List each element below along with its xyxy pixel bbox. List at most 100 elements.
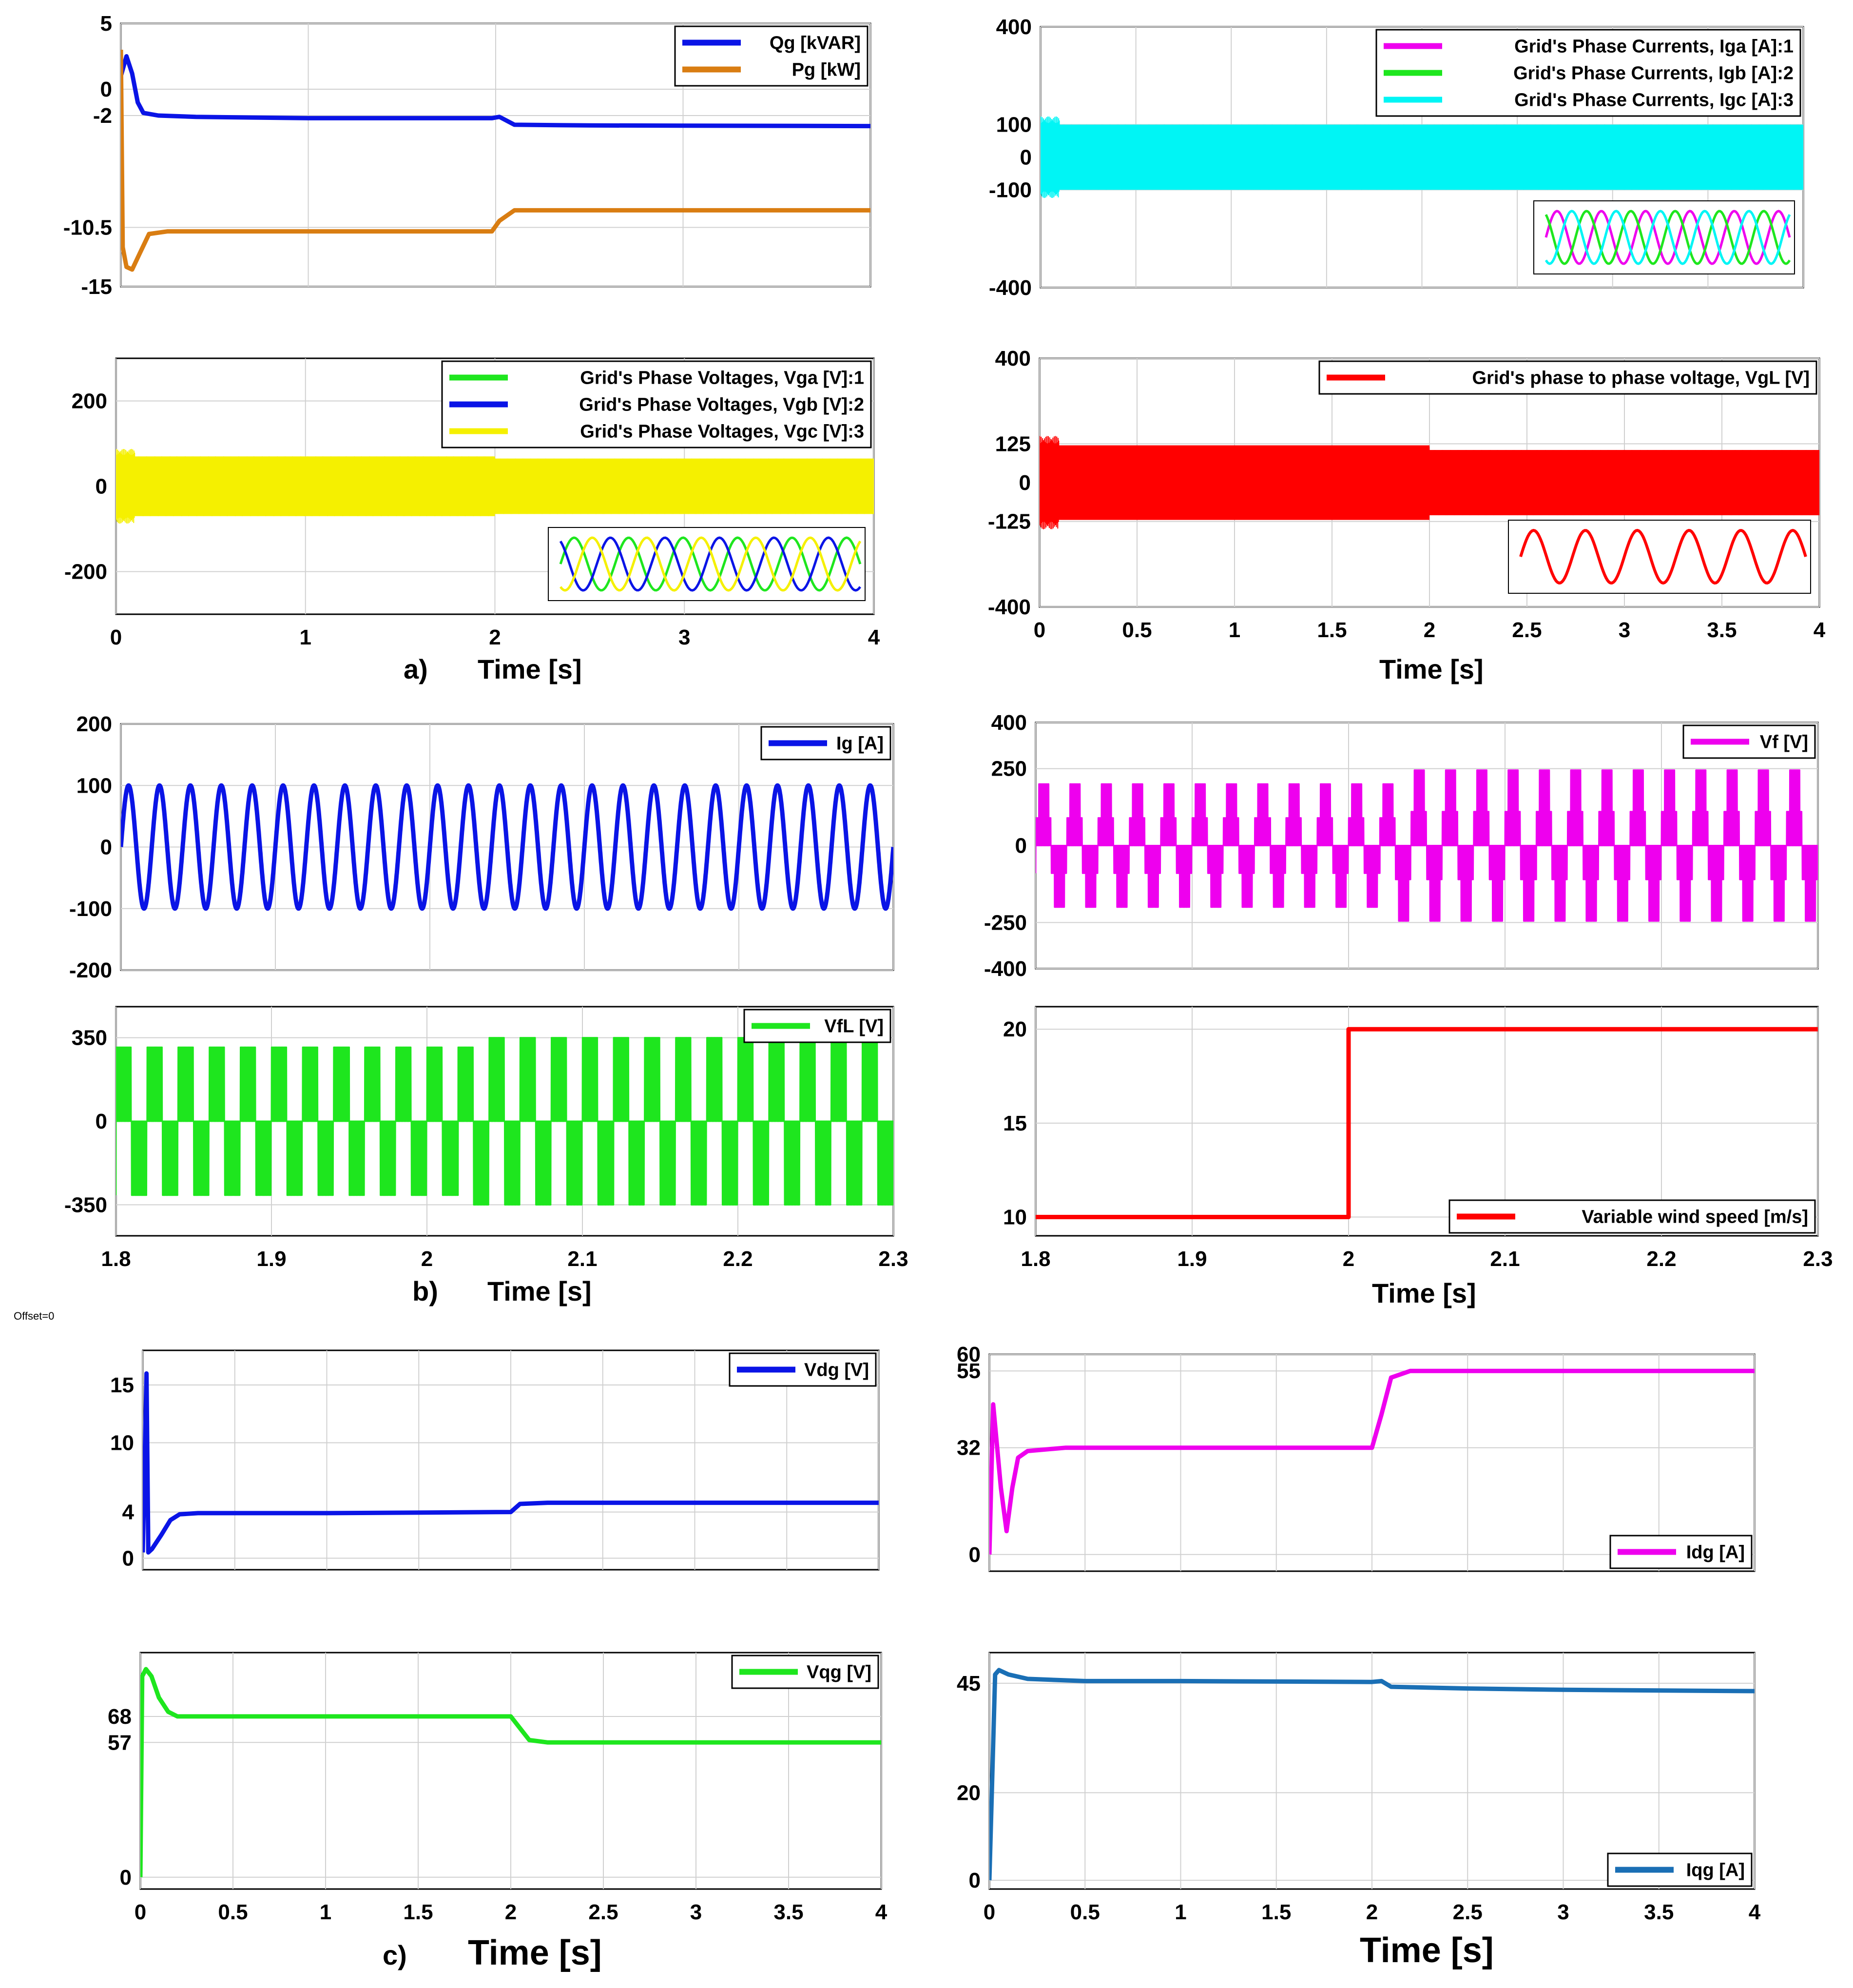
xtick-label: 0 <box>984 1900 995 1924</box>
plot-area <box>121 783 893 911</box>
chart-b_wind: 20 15 10 1.8 1.9 2 2.1 2.2 2.3 Variable wind spee… <box>1003 1006 1833 1271</box>
ytick-label: 0 <box>1015 834 1027 858</box>
ytick-label: -2 <box>93 104 112 128</box>
ytick-label: 57 <box>108 1731 132 1754</box>
series-line-b_ig <box>121 783 893 911</box>
series-line-a_power-0 <box>121 54 870 129</box>
series-line-c_idg-0 <box>989 1368 1755 1555</box>
ytick-label: 0 <box>1020 146 1032 170</box>
xtick-label: 1 <box>320 1900 331 1924</box>
legend-label: Pg [kW] <box>792 60 861 80</box>
offset-note: Offset=0 <box>14 1310 54 1322</box>
legend-label: Grid's Phase Currents, Iga [A]:1 <box>1514 37 1794 57</box>
ytick-label: -15 <box>81 275 112 299</box>
plot-area <box>989 1368 1755 1555</box>
xtick-label: 4 <box>1814 618 1826 642</box>
plot-area <box>1040 436 1819 529</box>
ytick-label: 5 <box>100 12 112 36</box>
xtick-label: 3 <box>1619 618 1630 642</box>
xlabel-b-left: Time [s] <box>487 1276 592 1306</box>
legend-label: Iqg [A] <box>1686 1860 1745 1881</box>
legend-box <box>1375 29 1801 117</box>
xtick-label: 1 <box>300 625 311 649</box>
xtick-label: 1 <box>1229 618 1240 642</box>
chart-a_voltages: 200 0 -200 0 1 2 3 4 Grid's Phase Voltages, Vga … <box>64 357 880 649</box>
section-label-b: b) <box>412 1276 438 1306</box>
xtick-label: 2.5 <box>588 1900 618 1924</box>
ytick-label: 0 <box>969 1869 981 1892</box>
ytick-label: 20 <box>957 1781 981 1805</box>
ytick-label: 400 <box>995 347 1031 370</box>
plot-area <box>116 448 874 524</box>
series-line-b_vf <box>1036 769 1818 922</box>
xtick-label: 4 <box>1749 1900 1761 1924</box>
ytick-label: 10 <box>1003 1205 1027 1229</box>
ytick-label: 4 <box>122 1501 135 1524</box>
xtick-label: 4 <box>875 1900 888 1924</box>
ytick-label: 15 <box>110 1373 134 1397</box>
xtick-label: 2 <box>1366 1900 1378 1924</box>
ytick-label: -250 <box>984 911 1027 935</box>
ytick-label: 32 <box>957 1436 981 1460</box>
inset-wave-a_voltages-2 <box>560 536 862 592</box>
xtick-label: 3.5 <box>773 1900 803 1924</box>
ytick-label: 20 <box>1003 1017 1027 1041</box>
ytick-label: 0 <box>100 836 112 859</box>
xtick-label: 3.5 <box>1707 618 1737 642</box>
xtick-label: 2 <box>489 625 501 649</box>
chart-b_ig: 200 100 0 -100 -200 Ig [A] <box>69 712 894 982</box>
series-line-c_vqg-0 <box>140 1667 881 1877</box>
ytick-label: 0 <box>122 1546 134 1570</box>
series-line-c_vdg-0 <box>143 1371 879 1555</box>
legend-label: Variable wind speed [m/s] <box>1582 1207 1808 1228</box>
xtick-label: 2.2 <box>1646 1247 1676 1271</box>
legend-label: Grid's phase to phase voltage, VgL [V] <box>1472 368 1810 389</box>
legend-box <box>674 25 869 87</box>
ytick-label: 200 <box>72 390 107 413</box>
xtick-label: 0 <box>1034 618 1045 642</box>
plot-area <box>140 1667 881 1877</box>
ytick-label: -100 <box>989 178 1032 202</box>
xtick-label: 3 <box>1557 1900 1569 1924</box>
legend-label: Grid's Phase Voltages, Vgb [V]:2 <box>579 395 864 415</box>
plot-area <box>1036 769 1818 922</box>
legend-label: Vf [V] <box>1760 732 1808 753</box>
series-line-b_wind-0 <box>1036 1027 1818 1219</box>
envelope-trace-a_voltages <box>116 448 874 524</box>
section-label-a: a) <box>404 654 428 684</box>
ytick-label: 250 <box>991 757 1027 781</box>
ytick-label: 10 <box>110 1431 134 1455</box>
xtick-label: 0.5 <box>1122 618 1152 642</box>
plot-frame <box>1035 1006 1819 1237</box>
ytick-label: -10.5 <box>63 216 112 240</box>
legend-label: VfL [V] <box>824 1016 884 1037</box>
xtick-label: 3 <box>690 1900 702 1924</box>
xtick-label: 1.9 <box>1177 1247 1207 1271</box>
xtick-label: 0 <box>110 625 122 649</box>
xtick-label: 2.3 <box>878 1247 908 1271</box>
legend-label: Vdg [V] <box>804 1360 869 1381</box>
xtick-label: 2 <box>1343 1247 1354 1271</box>
chart-a_power: 5 0 -2 -10.5 -15 Qg [kVAR] Pg [kW] <box>63 12 871 299</box>
legend-box <box>441 360 872 448</box>
xtick-label: 2 <box>421 1247 433 1271</box>
ytick-label: 15 <box>1003 1111 1027 1135</box>
xtick-label: 1.5 <box>1261 1900 1291 1924</box>
ytick-label: 125 <box>995 432 1031 456</box>
ytick-label: -100 <box>69 897 112 921</box>
legend-box <box>1318 360 1817 395</box>
xlabel-c-right: Time [s] <box>1360 1931 1494 1970</box>
legend-label: Ig [A] <box>836 734 884 754</box>
plot-area <box>121 49 870 272</box>
xtick-label: 1 <box>1175 1900 1186 1924</box>
ytick-label: 350 <box>72 1026 107 1050</box>
chart-a_currents: 400 100 0 -100 -400 Grid's Phase Currents, Ig… <box>989 15 1804 300</box>
series-line-c_iqg-0 <box>989 1668 1755 1881</box>
xtick-label: 0.5 <box>1070 1900 1100 1924</box>
xlabel-a-left: Time [s] <box>478 654 582 684</box>
